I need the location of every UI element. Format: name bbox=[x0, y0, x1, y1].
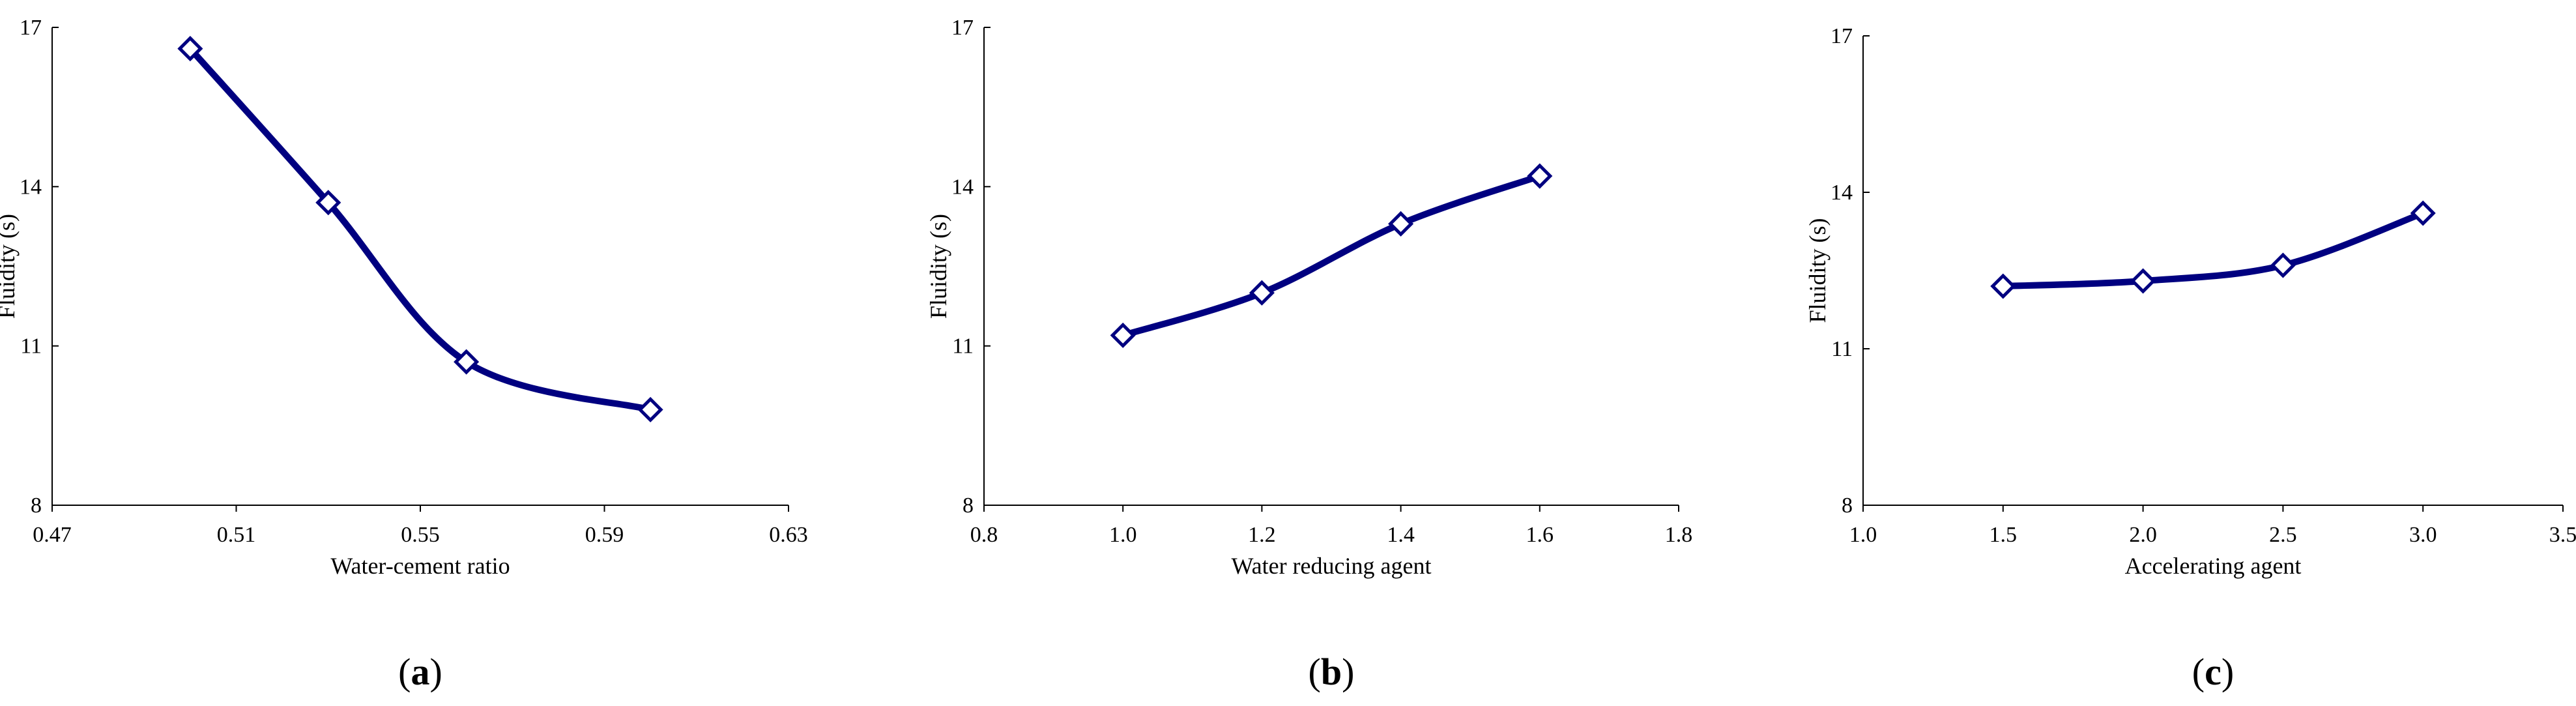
y-tick-label: 11 bbox=[1831, 337, 1853, 361]
x-tick-label: 1.2 bbox=[1248, 523, 1276, 547]
x-tick-label: 0.55 bbox=[401, 523, 440, 547]
data-point-marker bbox=[2410, 200, 2436, 226]
data-point-marker bbox=[177, 36, 203, 62]
chart-panel-c: 8 11 14 17 1.0 1.5 2.0 2.5 3.0 3.5 Accelerating ag… bbox=[1804, 24, 2576, 693]
x-tick-label: 0.8 bbox=[970, 523, 998, 547]
x-tick-label: 2.0 bbox=[2129, 523, 2157, 547]
y-tick-label: 8 bbox=[31, 493, 42, 518]
y-tick-label: 11 bbox=[952, 334, 974, 359]
data-point-marker bbox=[637, 396, 663, 422]
x-tick-label: 3.0 bbox=[2409, 523, 2437, 547]
data-point-marker bbox=[1388, 211, 1414, 237]
x-axis-title: Water reducing agent bbox=[1232, 553, 1432, 579]
x-tick-label: 1.5 bbox=[1990, 523, 2018, 547]
x-tick-label: 1.0 bbox=[1849, 523, 1877, 547]
y-axis-title: Fluidity (s) bbox=[0, 214, 20, 319]
panel-label: (a) bbox=[398, 651, 442, 693]
chart-panel-b: 8 11 14 17 0.8 1.0 1.2 1.4 1.6 1.8 Water reducing … bbox=[925, 16, 1692, 693]
x-tick-label: 0.59 bbox=[585, 523, 624, 547]
y-tick-label: 14 bbox=[951, 175, 974, 199]
data-point-marker bbox=[1249, 280, 1275, 306]
y-tick-label: 8 bbox=[962, 493, 974, 518]
y-tick-label: 11 bbox=[20, 334, 42, 359]
y-tick-label: 17 bbox=[20, 16, 42, 40]
series-line-0 bbox=[1120, 173, 1543, 339]
data-point-marker bbox=[1110, 322, 1136, 348]
series-line-0 bbox=[1999, 210, 2427, 289]
panel-label: (c) bbox=[2192, 651, 2234, 693]
data-point-marker bbox=[315, 190, 341, 216]
x-tick-label: 1.8 bbox=[1665, 523, 1693, 547]
x-axis-title: Accelerating agent bbox=[2125, 553, 2302, 579]
x-tick-label: 3.5 bbox=[2549, 523, 2576, 547]
y-axis-title: Fluidity (s) bbox=[1804, 218, 1831, 323]
x-tick-label: 0.47 bbox=[33, 523, 72, 547]
chart-panel-a: 8 11 14 17 0.47 0.51 0.55 0.59 0.63 Water-cement … bbox=[0, 16, 808, 693]
series-line-0 bbox=[186, 45, 654, 413]
panel-label: (b) bbox=[1309, 651, 1355, 693]
y-tick-label: 17 bbox=[951, 16, 974, 40]
data-point-marker bbox=[1527, 163, 1553, 189]
data-point-marker bbox=[1990, 273, 2016, 299]
x-tick-label: 1.6 bbox=[1526, 523, 1554, 547]
x-tick-label: 0.51 bbox=[217, 523, 256, 547]
x-axis-title: Water-cement ratio bbox=[330, 553, 510, 579]
data-point-marker bbox=[2270, 252, 2296, 278]
y-tick-label: 14 bbox=[1831, 181, 1853, 205]
data-point-marker bbox=[454, 349, 480, 375]
y-tick-label: 17 bbox=[1831, 24, 1853, 48]
y-tick-label: 8 bbox=[1842, 493, 1853, 518]
x-tick-label: 1.4 bbox=[1387, 523, 1415, 547]
y-axis-title: Fluidity (s) bbox=[925, 214, 951, 319]
data-point-marker bbox=[2130, 268, 2156, 294]
x-tick-label: 0.63 bbox=[769, 523, 808, 547]
x-tick-label: 2.5 bbox=[2269, 523, 2297, 547]
x-tick-label: 1.0 bbox=[1109, 523, 1137, 547]
y-tick-label: 14 bbox=[20, 175, 42, 199]
